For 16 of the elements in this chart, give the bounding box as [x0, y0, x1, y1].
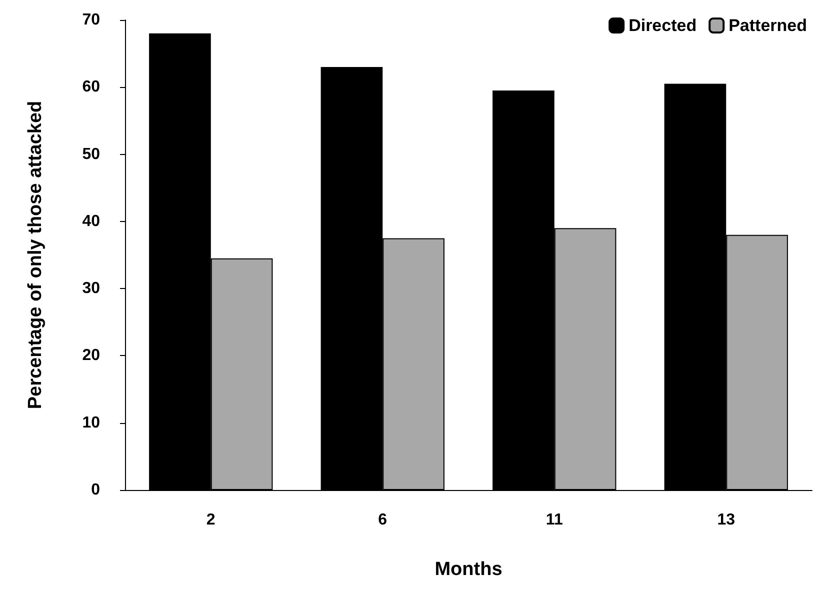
- y-tick-label: 20: [82, 347, 100, 364]
- x-axis-title: Months: [434, 559, 502, 580]
- y-axis-title: Percentage of only those attacked: [25, 100, 46, 410]
- x-tick-label: 2: [206, 512, 216, 528]
- y-tick-label: 70: [82, 12, 100, 28]
- legend-label: Patterned: [728, 16, 808, 35]
- y-tick-label: 50: [82, 146, 100, 163]
- x-tick-label: 6: [378, 512, 388, 528]
- x-tick-label: 13: [717, 512, 736, 528]
- y-tick-label: 60: [82, 78, 100, 96]
- y-tick-label: 10: [82, 414, 100, 432]
- legend-label: Directed: [628, 16, 697, 35]
- x-tick-label: 11: [546, 512, 563, 528]
- y-tick-label: 40: [82, 212, 100, 230]
- y-tick-label: 30: [82, 280, 100, 298]
- y-tick-label: 0: [91, 482, 100, 498]
